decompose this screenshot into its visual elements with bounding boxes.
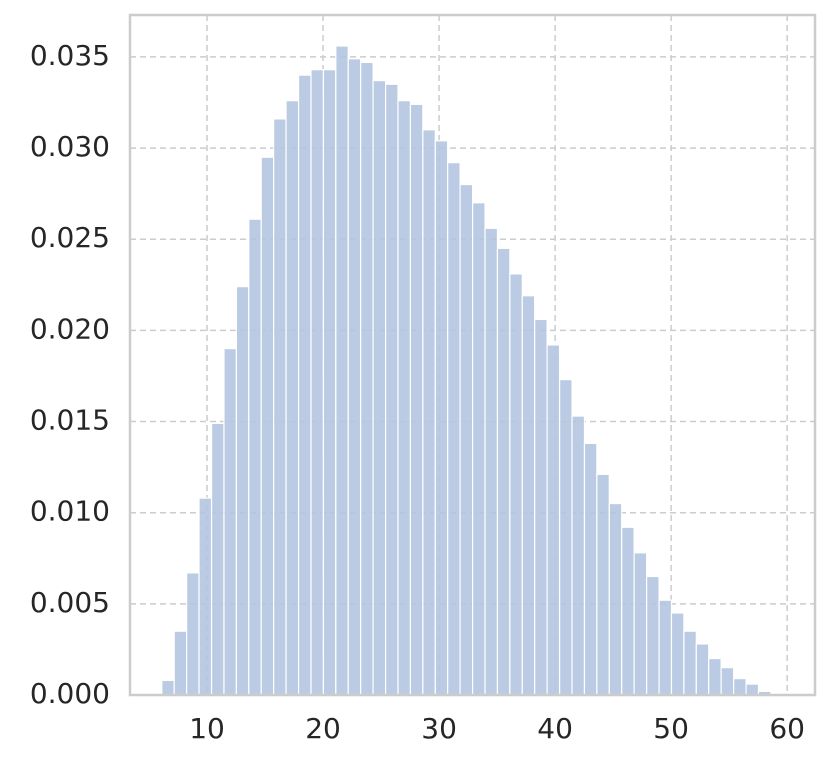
bar [608,502,623,696]
bar [658,599,673,696]
bar [534,318,548,696]
bar [571,415,586,696]
y-tick-label: 0.015 [30,404,110,437]
bar [422,129,436,696]
bar [223,348,237,696]
bar [322,69,337,696]
bar [186,572,200,696]
x-tick-label: 20 [305,712,341,745]
bar [509,273,523,696]
y-tick-label: 0.025 [30,221,110,254]
bar [459,183,474,696]
bar [708,657,722,696]
bar [621,526,635,696]
bar [633,552,648,696]
y-tick-label: 0.030 [30,130,110,163]
x-tick-label: 30 [421,712,457,745]
bar [559,379,573,696]
y-tick-label: 0.020 [30,312,110,345]
x-tick-label: 10 [189,712,225,745]
bar [646,575,660,696]
y-tick-label: 0.000 [30,677,110,710]
bar [521,295,536,696]
bar [173,630,188,696]
bar [297,74,312,696]
bar [347,58,362,696]
bar [273,118,287,696]
y-tick-label: 0.005 [30,586,110,619]
x-tick-label: 50 [653,712,689,745]
bar [397,100,412,696]
bar [198,497,213,696]
bar [335,45,349,696]
bar [496,247,511,696]
x-tick-label: 40 [537,712,573,745]
bar [472,202,486,696]
plot-frame [128,13,817,697]
bar [248,218,262,696]
bar [210,422,225,696]
bar [360,61,374,696]
bar [546,344,561,696]
bar [670,612,685,696]
x-tick-label: 60 [769,712,805,745]
bar [372,80,387,696]
bar [596,473,610,696]
bar [285,100,300,696]
bar [409,103,424,696]
bar [434,140,449,696]
bar [720,667,735,696]
y-tick-label: 0.010 [30,495,110,528]
bar [310,69,325,696]
bar [384,83,399,696]
y-tick-label: 0.035 [30,39,110,72]
bar [695,643,710,696]
bar [235,286,250,696]
bar [583,442,598,696]
bar [683,630,697,696]
bar [733,677,747,696]
bar [161,679,175,696]
bar [447,162,461,696]
bar [745,683,760,696]
bar [484,227,499,696]
bar [260,156,275,696]
